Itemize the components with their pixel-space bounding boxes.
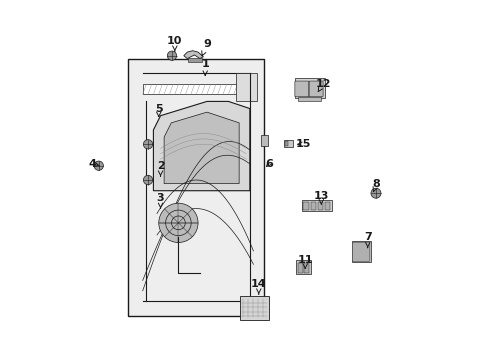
Text: 15: 15 [295, 139, 310, 149]
Text: 9: 9 [202, 39, 210, 56]
Polygon shape [153, 102, 249, 191]
Bar [310, 202, 315, 210]
Text: 13: 13 [313, 191, 328, 204]
Text: 4: 4 [88, 159, 99, 169]
FancyBboxPatch shape [352, 242, 369, 261]
Bar [324, 202, 329, 210]
Circle shape [94, 161, 103, 170]
Circle shape [167, 51, 176, 60]
Circle shape [370, 188, 380, 198]
Text: 14: 14 [250, 279, 266, 294]
Text: 1: 1 [201, 59, 209, 75]
Bar [317, 202, 323, 210]
Text: 3: 3 [157, 193, 164, 208]
Text: 6: 6 [264, 159, 272, 169]
Bar [351, 241, 370, 262]
Bar [283, 140, 292, 147]
Circle shape [143, 140, 152, 149]
Bar [296, 260, 310, 274]
Text: 10: 10 [167, 36, 182, 51]
Bar [301, 201, 331, 211]
Polygon shape [183, 51, 203, 59]
Bar [294, 78, 324, 98]
Bar [142, 84, 244, 94]
FancyBboxPatch shape [294, 81, 308, 97]
Circle shape [159, 203, 198, 243]
Bar [297, 262, 303, 273]
Bar [260, 135, 268, 146]
Text: 11: 11 [297, 255, 312, 269]
Bar [128, 59, 264, 316]
Text: 5: 5 [155, 104, 162, 117]
Bar [128, 59, 264, 316]
Bar [303, 202, 308, 210]
Bar [285, 141, 288, 146]
Text: 8: 8 [372, 179, 380, 192]
Text: 7: 7 [363, 232, 371, 248]
Bar [235, 73, 257, 102]
Bar [240, 296, 268, 320]
Text: 12: 12 [315, 78, 330, 92]
Text: 2: 2 [156, 161, 164, 176]
Circle shape [143, 175, 152, 185]
Bar [304, 262, 308, 273]
Bar [188, 58, 201, 62]
FancyBboxPatch shape [308, 81, 323, 97]
Polygon shape [164, 112, 239, 184]
Bar [298, 97, 321, 102]
